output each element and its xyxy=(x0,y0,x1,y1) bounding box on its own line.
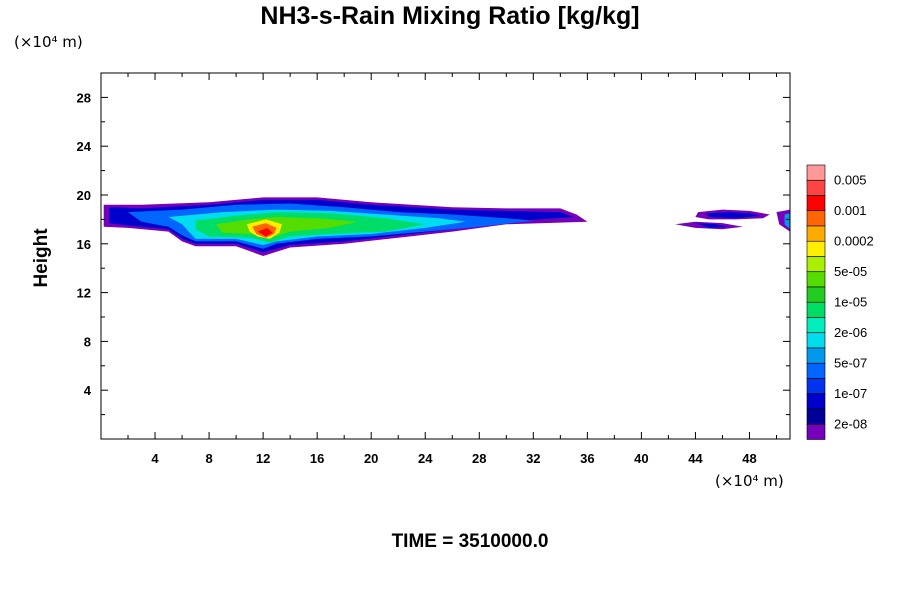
x-tick-label: 16 xyxy=(310,451,324,466)
colorbar-swatch xyxy=(806,408,826,425)
x-tick-label: 20 xyxy=(364,451,378,466)
x-axis-ticks: 4 8 12 16 20 24 28 32 36 40 44 48 xyxy=(127,73,777,466)
colorbar-swatch xyxy=(806,210,826,227)
contour-region xyxy=(695,223,730,228)
colorbar-swatch xyxy=(806,317,826,334)
colorbar-swatch xyxy=(806,362,826,379)
contour-region xyxy=(784,213,790,230)
x-tick-label: 36 xyxy=(580,451,594,466)
y-tick-label: 24 xyxy=(77,139,92,154)
colorbar-label: 0.005 xyxy=(834,172,867,187)
contour-region xyxy=(257,227,273,237)
y-tick-label: 28 xyxy=(77,90,91,105)
y-tick-label: 20 xyxy=(77,188,91,203)
x-tick-label: 44 xyxy=(688,451,703,466)
y-tick-label: 12 xyxy=(77,286,91,301)
x-tick-label: 28 xyxy=(472,451,486,466)
plot-frame xyxy=(100,72,791,440)
x-tick-label: 32 xyxy=(526,451,540,466)
contour-fill-layer xyxy=(103,197,790,256)
colorbar-swatch xyxy=(806,347,826,364)
colorbar-swatch xyxy=(806,225,826,242)
chart-title: NH3-s-Rain Mixing Ratio [kg/kg] xyxy=(260,2,640,30)
x-tick-label: 12 xyxy=(256,451,270,466)
colorbar-label: 5e-07 xyxy=(834,355,867,370)
x-axis-unit: (×10⁴ m) xyxy=(715,472,784,490)
colorbar-swatch xyxy=(806,164,826,181)
colorbar-label: 1e-07 xyxy=(834,386,867,401)
x-tick-label: 40 xyxy=(634,451,648,466)
colorbar-swatch xyxy=(806,423,826,440)
colorbar-swatch xyxy=(806,179,826,196)
colorbar-swatch xyxy=(806,271,826,288)
x-tick-label: 24 xyxy=(418,451,433,466)
colorbar-label: 2e-08 xyxy=(834,416,867,431)
contour-region xyxy=(706,212,761,219)
x-tick-label: 48 xyxy=(742,451,756,466)
x-tick-label: 4 xyxy=(151,451,159,466)
colorbar-label: 2e-06 xyxy=(834,325,867,340)
colorbar-label: 5e-05 xyxy=(834,264,867,279)
y-tick-label: 8 xyxy=(84,334,91,349)
y-axis-unit: (×10⁴ m) xyxy=(14,33,83,51)
colorbar-swatch xyxy=(806,256,826,273)
colorbar-swatch xyxy=(806,240,826,257)
y-tick-label: 4 xyxy=(84,383,92,398)
colorbar-swatch xyxy=(806,332,826,349)
colorbar-label: 0.0002 xyxy=(834,233,874,248)
colorbar-swatch xyxy=(806,378,826,395)
colorbar-swatch xyxy=(806,393,826,410)
colorbar-swatch xyxy=(806,195,826,212)
time-label: TIME = 3510000.0 xyxy=(391,531,549,552)
colorbar: 0.005 0.001 0.0002 5e-05 1e-05 2e-06 5e-07 1e-0… xyxy=(806,164,874,440)
plot-border xyxy=(100,72,791,440)
y-axis-ticks: 4 8 12 16 20 24 28 xyxy=(77,90,790,416)
colorbar-swatch xyxy=(806,301,826,318)
colorbar-label: 1e-05 xyxy=(834,294,867,309)
colorbar-label: 0.001 xyxy=(834,203,867,218)
y-tick-label: 16 xyxy=(77,237,91,252)
x-tick-label: 8 xyxy=(205,451,212,466)
colorbar-swatch xyxy=(806,286,826,303)
